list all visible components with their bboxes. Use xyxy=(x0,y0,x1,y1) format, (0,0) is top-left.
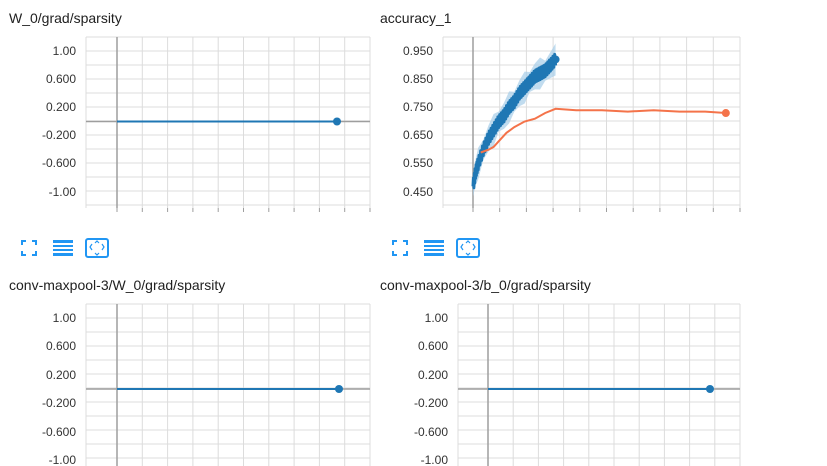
y-tick-label: 0.200 xyxy=(46,100,76,114)
chart-card-accuracy: accuracy_1 xyxy=(372,0,762,260)
y-tick-label: -1.00 xyxy=(49,453,77,466)
fit-domain-button[interactable] xyxy=(17,238,41,258)
chart-title: conv-maxpool-3/W_0/grad/sparsity xyxy=(9,277,226,293)
chart-toolbar-left xyxy=(17,238,119,258)
expand-button[interactable] xyxy=(456,238,480,258)
series-line xyxy=(471,52,558,190)
y-tick-label: 0.850 xyxy=(403,72,433,86)
y-tick-label: 0.750 xyxy=(403,100,433,114)
expand-button[interactable] xyxy=(85,238,109,258)
chart-card-w0-grad-sparsity: W_0/grad/sparsity xyxy=(0,0,380,260)
chart-toolbar-right xyxy=(388,238,490,258)
y-tick-label: 0.950 xyxy=(403,44,433,58)
series-end-point xyxy=(721,109,730,118)
fit-domain-button[interactable] xyxy=(388,238,412,258)
y-tick-label: 0.650 xyxy=(403,128,433,142)
toggle-log-icon xyxy=(53,240,73,256)
series-end-point xyxy=(335,385,343,393)
y-tick-label: 0.600 xyxy=(46,72,76,86)
y-tick-label: -0.200 xyxy=(414,396,448,410)
series-end-point xyxy=(333,117,341,126)
chart-title: conv-maxpool-3/b_0/grad/sparsity xyxy=(380,277,591,293)
fit-domain-icon xyxy=(392,240,408,256)
series-end-point xyxy=(551,55,560,64)
y-tick-label: -0.600 xyxy=(414,425,448,439)
y-tick-label: 0.450 xyxy=(403,185,433,199)
toggle-log-scale-button[interactable] xyxy=(422,238,446,258)
y-tick-label: -0.600 xyxy=(42,425,76,439)
plot-area: 1.00 0.600 0.200 -0.200 -0.600 -1.00 xyxy=(42,303,371,466)
series-end-point xyxy=(706,385,714,393)
y-tick-label: 1.00 xyxy=(425,311,449,325)
fit-domain-icon xyxy=(21,240,37,256)
plot-area: 1.00 0.600 0.200 -0.200 -0.600 -1.00 xyxy=(42,36,371,212)
plot-area: 1.00 0.600 0.200 -0.200 -0.600 -1.00 xyxy=(414,303,741,466)
y-tick-label: -0.200 xyxy=(42,396,76,410)
y-tick-label: 0.550 xyxy=(403,156,433,170)
y-tick-label: 0.200 xyxy=(46,368,76,382)
y-tick-label: 0.200 xyxy=(418,368,448,382)
y-tick-label: 1.00 xyxy=(53,44,77,58)
y-tick-label: -1.00 xyxy=(49,185,77,199)
y-tick-label: 0.600 xyxy=(418,339,448,353)
y-tick-label: -1.00 xyxy=(421,453,449,466)
plot-area: 0.950 0.850 0.750 0.650 0.550 0.450 xyxy=(403,36,741,212)
series-line xyxy=(480,107,726,154)
y-tick-label: -0.200 xyxy=(42,128,76,142)
chart-title: accuracy_1 xyxy=(380,10,452,26)
chart-card-conv-b0-grad-sparsity: conv-maxpool-3/b_0/grad/sparsity xyxy=(372,268,762,466)
toggle-log-scale-button[interactable] xyxy=(51,238,75,258)
expand-icon xyxy=(456,238,480,258)
chart-title: W_0/grad/sparsity xyxy=(9,10,122,26)
y-tick-label: 0.600 xyxy=(46,339,76,353)
chart-card-conv-w0-grad-sparsity: conv-maxpool-3/W_0/grad/sparsity xyxy=(0,268,380,466)
y-tick-label: -0.600 xyxy=(42,156,76,170)
y-tick-label: 1.00 xyxy=(53,311,77,325)
toggle-log-icon xyxy=(424,240,444,256)
expand-icon xyxy=(85,238,109,258)
